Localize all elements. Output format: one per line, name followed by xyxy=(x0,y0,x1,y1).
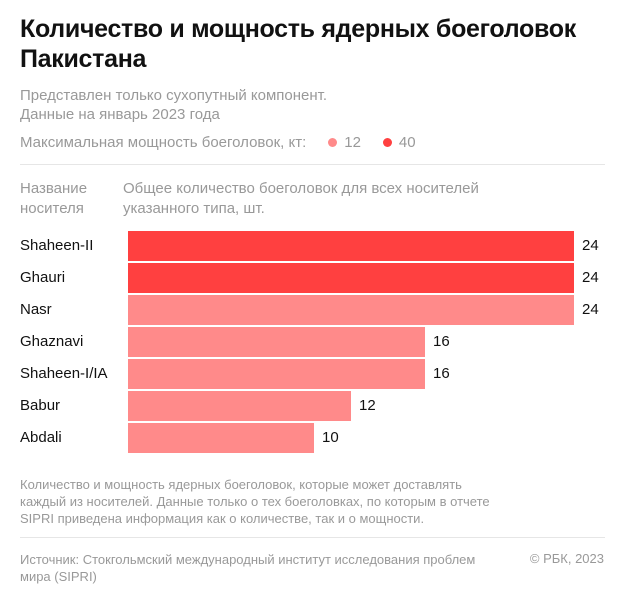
bar xyxy=(128,359,425,389)
bar xyxy=(128,423,314,453)
legend-dot-icon xyxy=(382,138,392,147)
bar xyxy=(128,263,574,293)
bar-label: Ghauri xyxy=(20,269,66,286)
bar-row: Shaheen-I/IA 16 xyxy=(0,358,625,390)
bar-value-label: 12 xyxy=(359,397,376,414)
legend-label: 40 xyxy=(398,134,416,151)
legend-title: Максимальная мощность боеголовок, кт: xyxy=(20,134,307,151)
subtitle-line-1: Представлен только сухопутный компонент. xyxy=(20,87,328,104)
value-header: Общее количество боеголовок для всех нос… xyxy=(123,180,479,217)
bar-label: Shaheen-II xyxy=(20,237,94,254)
bar-row: Shaheen-II 24 xyxy=(0,230,625,262)
bar-value-label: 24 xyxy=(582,237,599,254)
bar-value-label: 16 xyxy=(433,333,450,350)
bar-label: Babur xyxy=(20,397,61,414)
bar xyxy=(128,391,351,421)
bar-value-label: 24 xyxy=(582,301,599,318)
bar xyxy=(128,327,425,357)
legend-label: 12 xyxy=(344,134,361,151)
subtitle-line-2: Данные на январь 2023 года xyxy=(20,106,220,123)
category-header: Название носителя xyxy=(20,180,88,217)
bar-row: Abdali 10 xyxy=(0,422,625,454)
copyright: © РБК, 2023 xyxy=(529,551,604,566)
bar-value-label: 10 xyxy=(322,429,339,446)
bar-label: Ghaznavi xyxy=(20,333,84,350)
bar-label: Abdali xyxy=(20,429,62,446)
bar-value-label: 16 xyxy=(433,365,450,382)
legend-dot-icon xyxy=(328,138,338,147)
divider xyxy=(20,164,605,165)
bar-row: Nasr 24 xyxy=(0,294,625,326)
bar-value-label: 24 xyxy=(582,269,599,286)
bar xyxy=(128,231,574,261)
footnote: Количество и мощность ядерных боеголовок… xyxy=(20,477,490,526)
bar-label: Nasr xyxy=(20,301,52,318)
divider xyxy=(20,537,605,538)
bar-row: Ghauri 24 xyxy=(0,262,625,294)
subtitle: Представлен только сухопутный компонент.… xyxy=(20,86,327,124)
legend-item-12: 12 xyxy=(320,134,361,151)
bar-row: Babur 12 xyxy=(0,390,625,422)
bar xyxy=(128,295,574,325)
source: Источник: Стокгольмский международный ин… xyxy=(20,552,476,584)
bar-label: Shaheen-I/IA xyxy=(20,365,108,382)
bar-row: Ghaznavi 16 xyxy=(0,326,625,358)
legend-item-40: 40 xyxy=(375,134,416,151)
legend: Максимальная мощность боеголовок, кт: 12… xyxy=(20,134,416,151)
chart-title: Количество и мощность ядерных боеголовок… xyxy=(20,15,576,73)
